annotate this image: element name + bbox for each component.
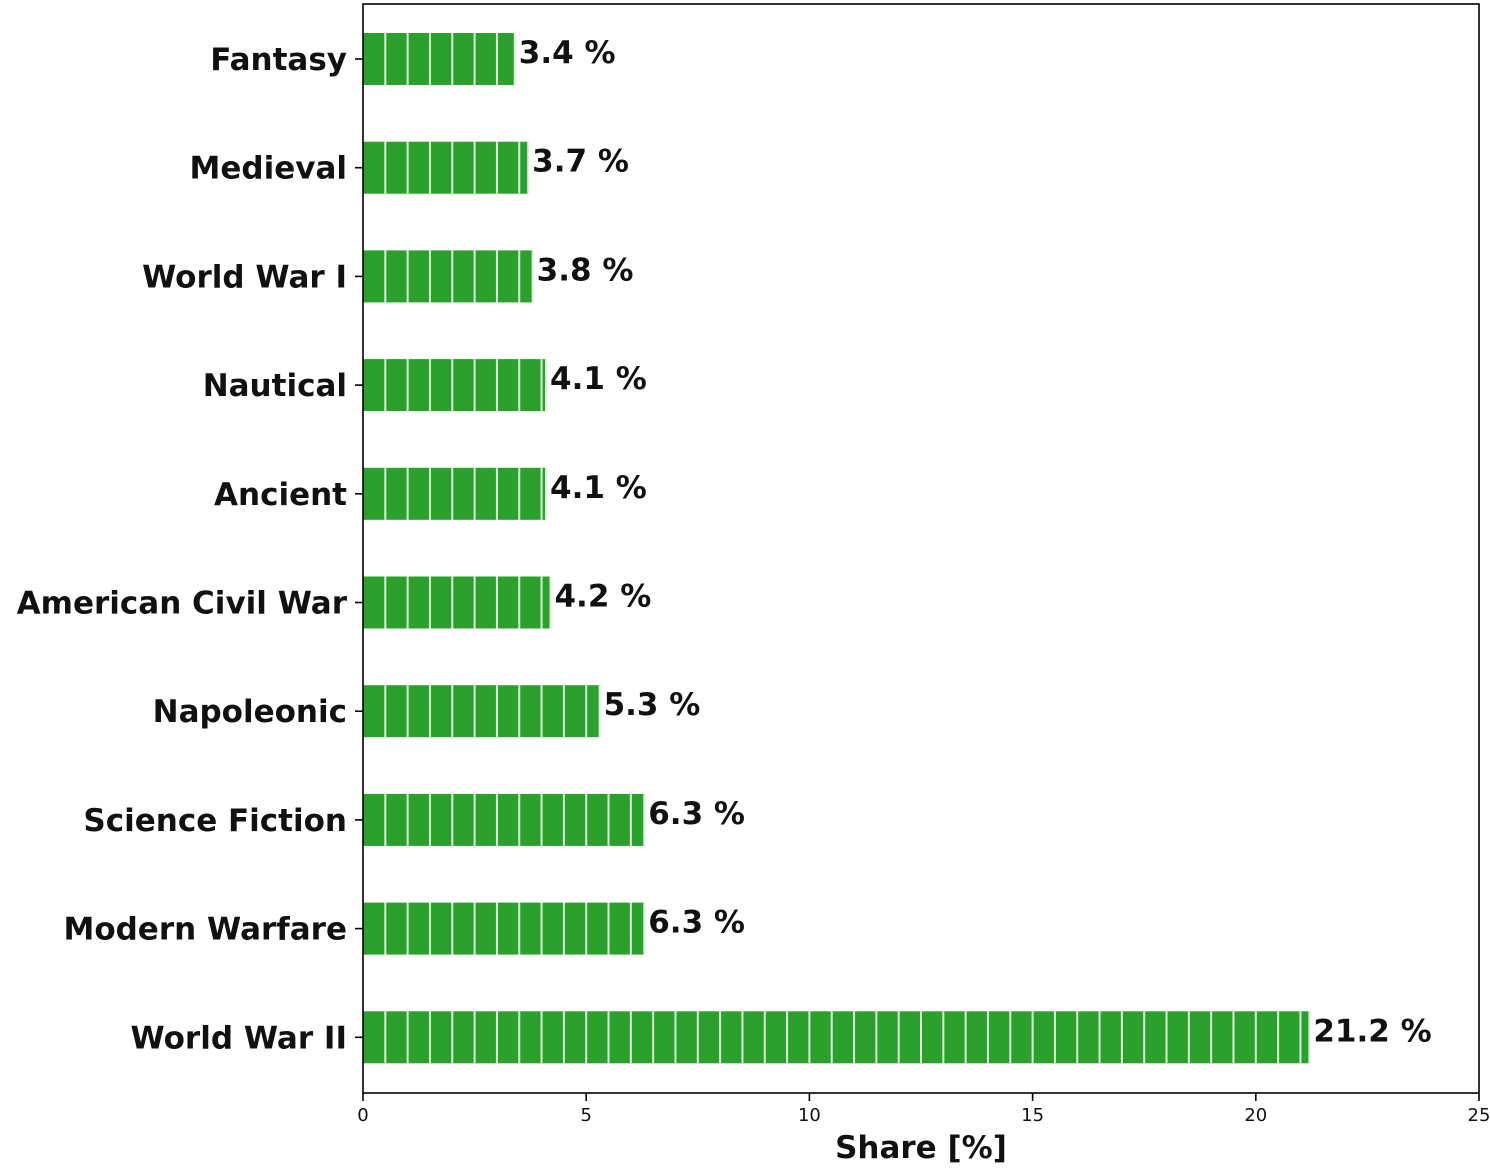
bar-napoleonic <box>363 685 600 738</box>
bar-medieval <box>363 141 529 194</box>
category-label-ancient: Ancient <box>214 477 347 513</box>
value-label-modern-warfare: 6.3 % <box>648 905 745 941</box>
category-label-modern-warfare: Modern Warfare <box>63 912 347 948</box>
value-label-american-civil-war: 4.2 % <box>554 579 651 615</box>
bar-world-war-ii <box>363 1011 1310 1064</box>
x-tick-label: 25 <box>1468 1105 1490 1126</box>
value-label-world-war-ii: 21.2 % <box>1313 1013 1431 1049</box>
category-label-world-war-i: World War I <box>142 259 347 295</box>
category-label-science-fiction: Science Fiction <box>83 803 347 839</box>
bar-world-war-i <box>363 250 533 303</box>
value-label-medieval: 3.7 % <box>532 144 629 180</box>
axes-layer: 0 5 10 15 20 25 Share [%] <box>355 3 1490 1166</box>
x-tick-label: 15 <box>1021 1105 1044 1126</box>
value-label-ancient: 4.1 % <box>550 470 647 506</box>
x-tick-label: 20 <box>1244 1105 1267 1126</box>
x-tick-label: 0 <box>357 1105 368 1126</box>
category-label-medieval: Medieval <box>190 151 347 187</box>
x-axis-title: Share [%] <box>835 1130 1007 1166</box>
plot-frame <box>362 3 1480 1094</box>
category-label-world-war-ii: World War II <box>131 1020 347 1056</box>
category-label-fantasy: Fantasy <box>210 42 347 78</box>
value-label-fantasy: 3.4 % <box>519 35 616 71</box>
bar-science-fiction <box>363 793 645 846</box>
bar-modern-warfare <box>363 902 645 955</box>
value-label-nautical: 4.1 % <box>550 361 647 397</box>
x-tick-label: 5 <box>580 1105 591 1126</box>
bar-ancient <box>363 467 547 520</box>
value-label-science-fiction: 6.3 % <box>648 796 745 832</box>
bar-american-civil-war <box>363 576 551 629</box>
value-label-world-war-i: 3.8 % <box>537 252 634 288</box>
bars-layer <box>363 33 1311 1064</box>
bar-nautical <box>363 359 547 412</box>
bar-fantasy <box>363 33 515 85</box>
labels-layer: Fantasy 3.4 % Medieval 3.7 % World War I 3.8 … <box>17 35 1432 1056</box>
value-label-napoleonic: 5.3 % <box>604 687 701 723</box>
category-label-napoleonic: Napoleonic <box>153 694 347 730</box>
category-label-american-civil-war: American Civil War <box>17 586 348 622</box>
category-label-nautical: Nautical <box>203 368 347 404</box>
x-tick-label: 10 <box>798 1105 821 1126</box>
